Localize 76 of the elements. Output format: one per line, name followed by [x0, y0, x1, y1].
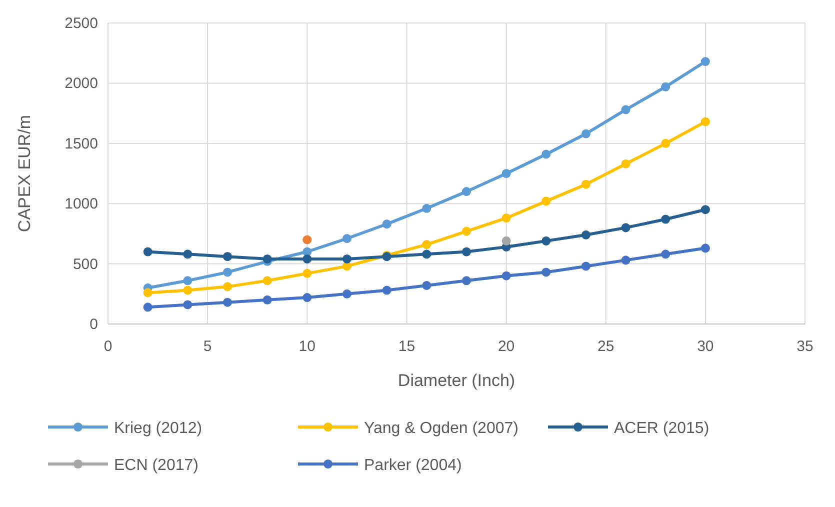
x-tick-label: 5: [203, 338, 212, 355]
y-tick-label: 2000: [64, 75, 98, 92]
point: [542, 196, 551, 206]
point: [422, 240, 432, 250]
point: [342, 254, 352, 264]
point: [422, 250, 432, 259]
x-tick-label: 10: [298, 338, 316, 355]
point: [700, 244, 710, 253]
x-axis-title: Diameter (Inch): [398, 371, 516, 390]
point: [542, 268, 551, 277]
point: [542, 150, 551, 159]
point: [661, 82, 670, 92]
point: [581, 262, 590, 271]
point: [183, 300, 192, 310]
point: [462, 276, 471, 286]
legend-label: ECN (2017): [114, 457, 198, 474]
point: [342, 289, 352, 298]
x-tick-label: 15: [398, 338, 416, 355]
point: [621, 223, 630, 232]
point: [183, 276, 192, 286]
point: [302, 235, 312, 244]
point: [661, 138, 670, 148]
point: [502, 214, 511, 223]
x-tick-label: 25: [598, 338, 614, 355]
point: [302, 254, 312, 264]
point: [302, 293, 312, 302]
point: [661, 214, 670, 224]
point: [143, 302, 152, 312]
point: [382, 220, 392, 229]
point: [462, 226, 471, 236]
x-tick-label: 0: [104, 338, 112, 355]
point: [183, 250, 192, 259]
legend-label: Krieg (2012): [114, 420, 202, 437]
point: [661, 250, 670, 259]
point: [581, 180, 590, 189]
point: [462, 187, 471, 196]
point: [382, 286, 392, 295]
point: [621, 105, 630, 114]
y-tick-label: 1500: [64, 135, 98, 152]
point: [621, 159, 630, 168]
point: [700, 117, 710, 126]
point: [222, 298, 232, 307]
legend-label: Parker (2004): [364, 457, 462, 474]
point: [542, 236, 551, 246]
point: [222, 282, 232, 292]
point: [143, 288, 152, 298]
point: [422, 280, 432, 290]
point: [422, 204, 432, 213]
point: [502, 271, 511, 280]
x-tick-label: 20: [498, 338, 515, 355]
point: [700, 57, 710, 66]
point: [462, 247, 471, 256]
point: [342, 234, 352, 244]
point: [262, 254, 272, 264]
point: [183, 286, 192, 295]
y-tick-label: 1000: [64, 196, 98, 213]
y-tick-label: 2500: [64, 15, 98, 32]
y-tick-label: 500: [72, 256, 98, 273]
point: [621, 256, 630, 265]
x-tick-label: 30: [697, 338, 714, 355]
y-tick-label: 0: [90, 316, 98, 333]
legend-label: ACER (2015): [614, 420, 710, 437]
point: [302, 268, 312, 278]
x-tick-label: 35: [796, 338, 814, 355]
point: [222, 268, 232, 277]
point: [143, 247, 152, 256]
point: [502, 236, 511, 246]
point: [502, 168, 511, 178]
y-axis-title: CAPEX EUR/m: [15, 114, 34, 232]
point: [581, 129, 590, 138]
point: [222, 252, 232, 262]
legend-label: Yang & Ogden (2007): [364, 420, 518, 437]
point: [262, 295, 272, 304]
point: [700, 205, 710, 214]
point: [581, 230, 590, 240]
point: [262, 276, 272, 286]
